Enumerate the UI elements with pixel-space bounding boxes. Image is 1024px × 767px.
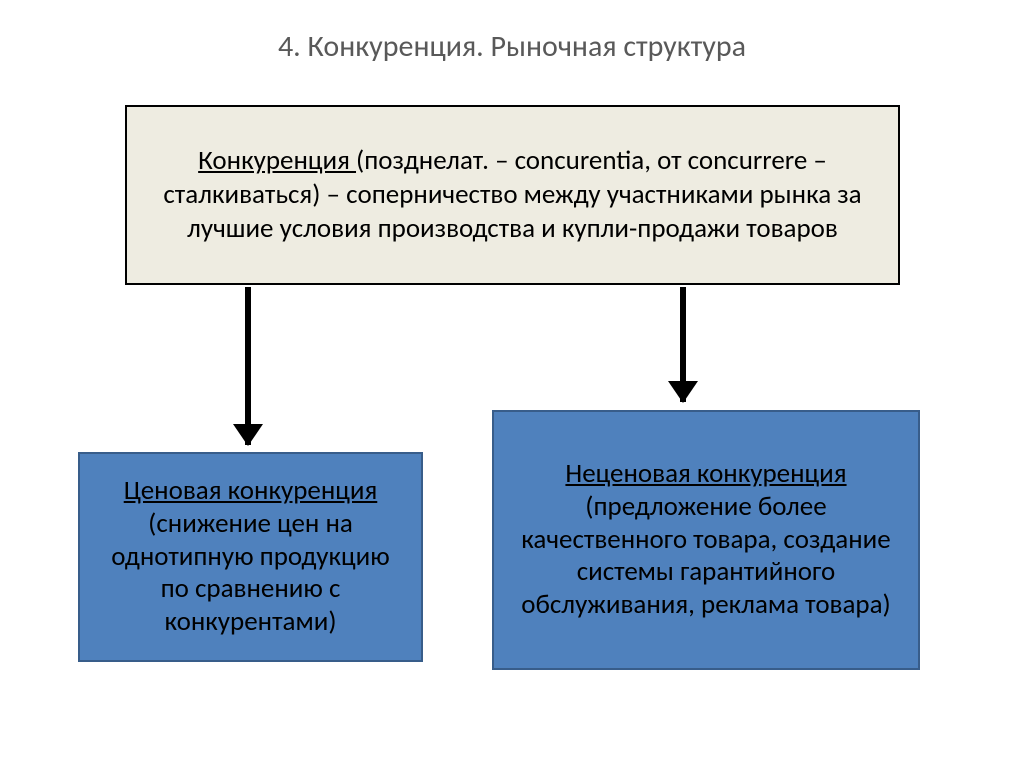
page-title: 4. Конкуренция. Рыночная структура (0, 0, 1024, 65)
definition-term: Конкуренция (198, 144, 356, 177)
nonprice-competition-term: Неценовая конкуренция (565, 457, 846, 490)
arrow-right (680, 287, 686, 402)
price-competition-text: Ценовая конкуренция (снижение цен на одн… (96, 475, 405, 640)
price-competition-term: Ценовая конкуренция (124, 474, 378, 507)
nonprice-competition-text: Неценовая конкуренция (предложение более… (510, 458, 902, 623)
arrow-left (245, 287, 251, 445)
definition-text: Конкуренция (позднелат. – concurentia, о… (155, 144, 870, 245)
nonprice-competition-box: Неценовая конкуренция (предложение более… (492, 410, 920, 670)
price-competition-box: Ценовая конкуренция (снижение цен на одн… (78, 452, 423, 662)
definition-box: Конкуренция (позднелат. – concurentia, о… (125, 105, 900, 285)
price-competition-rest: (снижение цен на однотипную продукцию по… (111, 507, 389, 639)
nonprice-competition-rest: (предложение более качественного товара,… (521, 490, 890, 622)
